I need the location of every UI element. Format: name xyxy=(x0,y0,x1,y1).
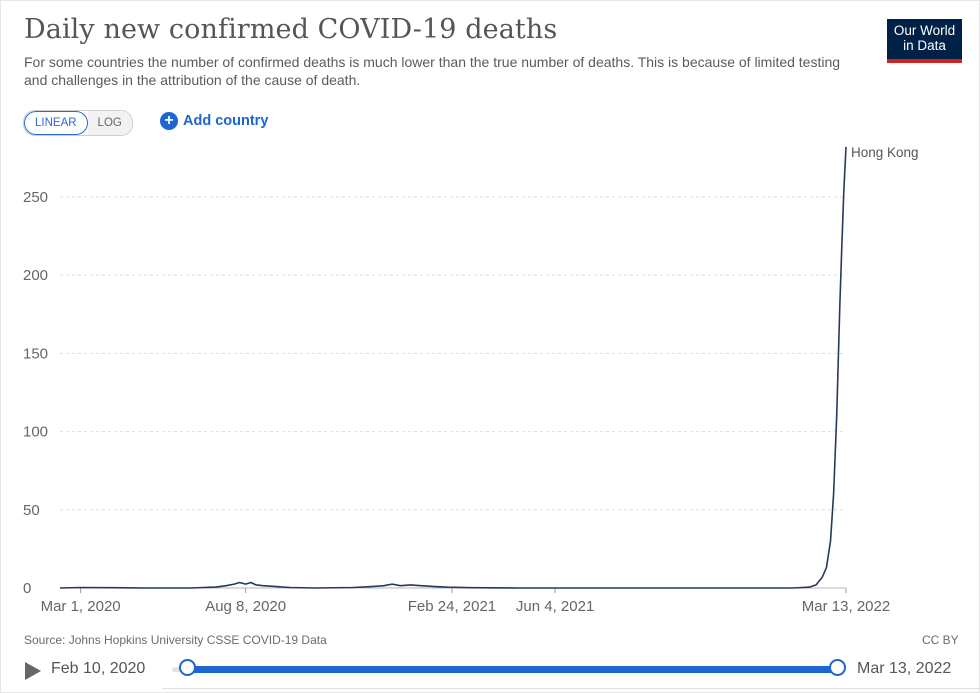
source-note[interactable]: Source: Johns Hopkins University CSSE CO… xyxy=(24,633,327,647)
y-tick-label: 150 xyxy=(23,345,48,362)
line-chart: 0 50 100 150 200 250 Mar 1, 2020 Aug 8, 2020 Feb… xyxy=(23,145,919,615)
series-label: Hong Kong xyxy=(851,145,919,160)
y-tick-label: 100 xyxy=(23,424,48,441)
license-link[interactable]: CC BY xyxy=(922,633,959,647)
logo-line-2: in Data xyxy=(903,38,946,53)
y-tick-label: 200 xyxy=(23,267,48,284)
x-tick-label: Mar 1, 2020 xyxy=(41,598,121,615)
timeline-end-handle[interactable] xyxy=(829,659,846,676)
scale-toggle: LINEAR LOG xyxy=(23,110,133,136)
linear-scale-button[interactable]: LINEAR xyxy=(24,111,88,135)
y-tick-label: 250 xyxy=(23,189,48,206)
divider xyxy=(162,688,980,689)
log-scale-button[interactable]: LOG xyxy=(87,111,132,135)
chart-subtitle: For some countries the number of confirm… xyxy=(24,54,841,88)
timeline-start-handle[interactable] xyxy=(179,659,196,676)
x-tick-label: Feb 24, 2021 xyxy=(408,598,496,615)
add-country-button[interactable]: + Add country xyxy=(160,112,268,130)
x-tick-label: Aug 8, 2020 xyxy=(205,598,286,615)
logo-line-1: Our World xyxy=(893,23,956,38)
timeline-start-label: Feb 10, 2020 xyxy=(51,660,146,677)
add-country-label: Add country xyxy=(183,113,269,129)
x-tick-label: Mar 13, 2022 xyxy=(802,598,890,615)
y-tick-label: 0 xyxy=(23,580,31,597)
owid-logo[interactable]: Our World in Data xyxy=(887,19,962,63)
timeline-slider: Feb 10, 2020 Mar 13, 2022 xyxy=(0,653,980,685)
play-icon[interactable] xyxy=(25,662,41,680)
chart-title: Daily new confirmed COVID-19 deaths xyxy=(24,14,558,45)
x-tick-label: Jun 4, 2021 xyxy=(516,598,594,615)
plus-icon: + xyxy=(160,112,178,130)
y-tick-label: 50 xyxy=(23,502,40,519)
series-line-hong-kong[interactable] xyxy=(59,146,847,589)
timeline-selected-range xyxy=(188,666,838,673)
timeline-end-label: Mar 13, 2022 xyxy=(857,660,952,677)
